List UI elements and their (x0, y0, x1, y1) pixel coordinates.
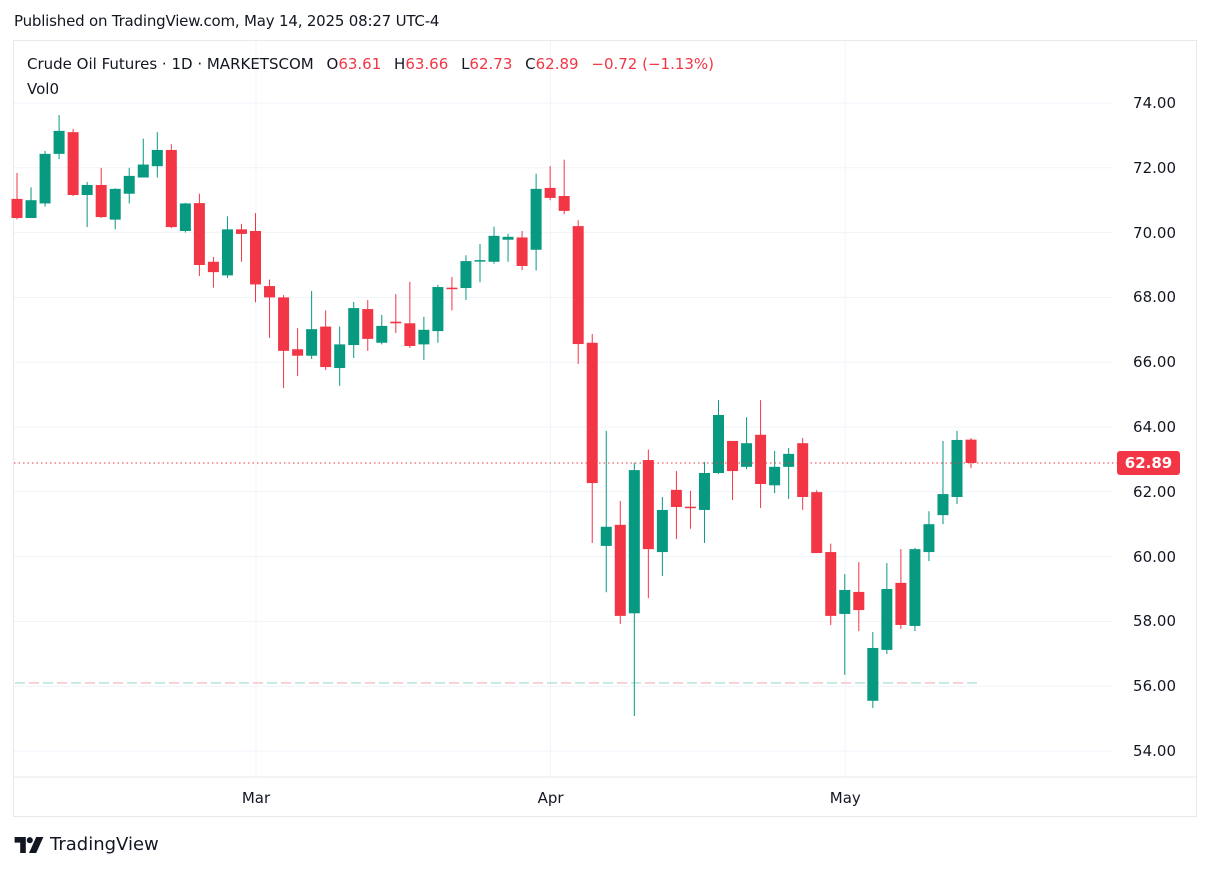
close-value: 62.89 (535, 55, 579, 73)
price-axis-label: 68.00 (1133, 288, 1176, 307)
close-label: C (525, 55, 536, 73)
open-label: O (326, 55, 339, 73)
price-axis-label: 58.00 (1133, 612, 1176, 631)
price-axis-label: 74.00 (1133, 94, 1176, 112)
volume-label: Vol (27, 80, 50, 98)
price-axis-label: 54.00 (1133, 742, 1176, 760)
time-axis-label: Mar (241, 789, 271, 807)
time-axis-label: Apr (537, 789, 564, 807)
published-caption: Published on TradingView.com, May 14, 20… (14, 12, 440, 30)
symbol-title[interactable]: Crude Oil Futures · 1D · MARKETSCOM (27, 55, 314, 73)
price-axis-label: 66.00 (1133, 353, 1176, 372)
low-value: 62.73 (469, 55, 513, 73)
last-price-tag: 62.89 (1117, 451, 1180, 475)
price-axis-label: 72.00 (1133, 158, 1176, 177)
time-axis-label: May (829, 789, 861, 807)
chart-frame (13, 40, 1197, 817)
volume-value: 0 (49, 80, 59, 98)
brand-name: TradingView (50, 834, 159, 855)
tradingview-brand[interactable]: TradingView (14, 834, 159, 855)
open-value: 63.61 (338, 55, 382, 73)
change-value: −0.72 (−1.13%) (591, 55, 715, 73)
high-value: 63.66 (405, 55, 449, 73)
low-label: L (461, 55, 470, 73)
chart-legend: Crude Oil Futures · 1D · MARKETSCOM O63.… (27, 55, 714, 73)
high-label: H (394, 55, 406, 73)
tradingview-logo-icon (14, 836, 44, 853)
price-axis-label: 62.00 (1133, 482, 1176, 501)
price-axis-label: 56.00 (1133, 677, 1176, 696)
price-axis-label: 64.00 (1133, 418, 1176, 436)
price-axis-label: 60.00 (1133, 547, 1176, 566)
price-axis-label: 70.00 (1133, 223, 1176, 242)
volume-legend: Vol0 (27, 80, 59, 98)
